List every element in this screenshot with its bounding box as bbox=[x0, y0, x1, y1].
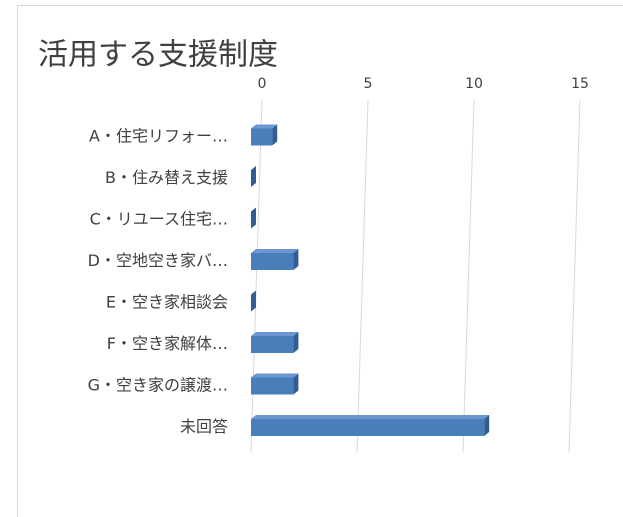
bar bbox=[251, 373, 299, 395]
x-tick-label: 10 bbox=[465, 76, 483, 92]
y-tick-label: D・空地空き家バ… bbox=[88, 251, 228, 270]
x-tick-label: 5 bbox=[364, 76, 373, 92]
chart-title: 活用する支援制度 bbox=[38, 38, 278, 73]
y-tick-label: A・住宅リフォー… bbox=[89, 127, 228, 146]
y-tick-label: C・リユース住宅… bbox=[90, 210, 228, 229]
bar bbox=[251, 249, 299, 270]
x-tick-label: 15 bbox=[571, 76, 589, 92]
grid-line bbox=[462, 99, 475, 453]
grid-line bbox=[356, 99, 369, 453]
bar bbox=[251, 415, 490, 436]
y-tick-label: G・空き家の譲渡… bbox=[88, 376, 228, 395]
y-tick-label: E・空き家相談会 bbox=[106, 293, 228, 312]
y-tick-label: F・空き家解体… bbox=[107, 334, 228, 353]
bar bbox=[251, 166, 256, 187]
y-tick-label: B・住み替え支援 bbox=[105, 168, 228, 187]
bar bbox=[251, 332, 299, 353]
bar bbox=[251, 290, 256, 312]
x-tick-label: 0 bbox=[258, 76, 267, 92]
bar bbox=[251, 124, 278, 146]
y-tick-label: 未回答 bbox=[180, 417, 228, 436]
grid-line bbox=[568, 99, 581, 453]
bar bbox=[251, 207, 256, 229]
